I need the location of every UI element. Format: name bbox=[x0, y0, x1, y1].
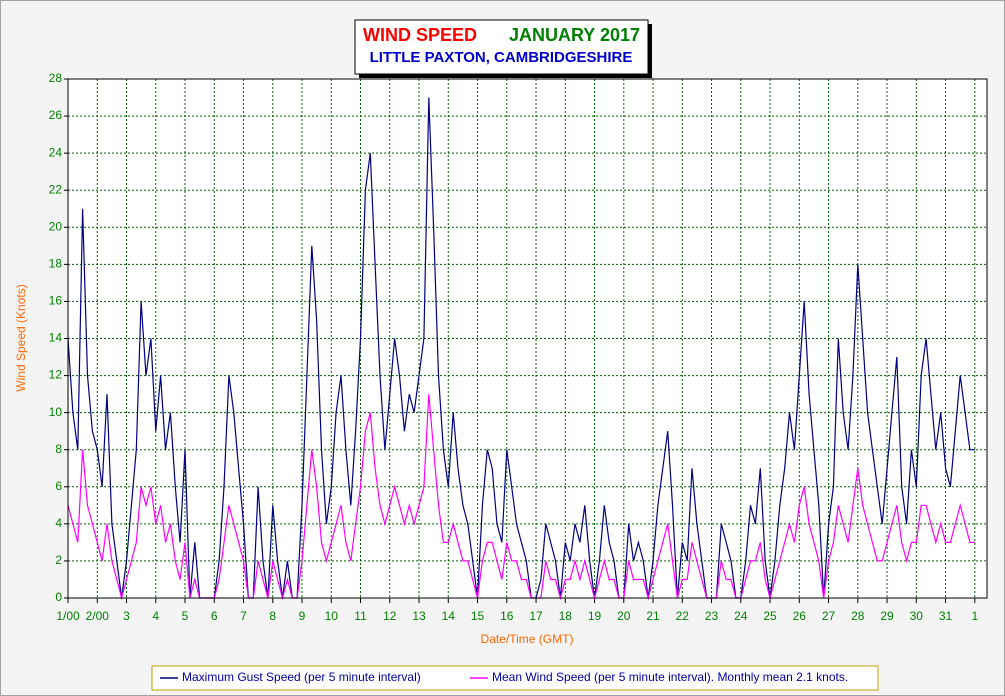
x-tick-label: 31 bbox=[939, 609, 953, 623]
x-tick-label: 1 bbox=[971, 609, 978, 623]
y-tick-label: 14 bbox=[49, 331, 63, 345]
chart-subtitle: LITTLE PAXTON, CAMBRIDGESHIRE bbox=[370, 49, 633, 66]
x-tick-label: 20 bbox=[617, 609, 631, 623]
x-tick-label: 30 bbox=[910, 609, 924, 623]
x-tick-label: 22 bbox=[676, 609, 690, 623]
x-tick-label: 13 bbox=[412, 609, 426, 623]
x-tick-label: 28 bbox=[851, 609, 865, 623]
x-tick-label: 27 bbox=[822, 609, 836, 623]
y-tick-label: 22 bbox=[49, 182, 63, 196]
chart-title-month: JANUARY 2017 bbox=[509, 25, 640, 45]
x-tick-label: 7 bbox=[240, 609, 247, 623]
x-tick-label: 11 bbox=[354, 609, 367, 623]
y-tick-label: 0 bbox=[55, 590, 62, 604]
x-axis-title: Date/Time (GMT) bbox=[481, 632, 574, 646]
y-tick-label: 26 bbox=[49, 108, 63, 122]
legend-label: Mean Wind Speed (per 5 minute interval).… bbox=[492, 670, 848, 684]
x-tick-label: 16 bbox=[500, 609, 514, 623]
x-tick-label: 8 bbox=[269, 609, 276, 623]
chart-title: WIND SPEED bbox=[363, 25, 477, 45]
y-tick-label: 8 bbox=[55, 442, 62, 456]
y-tick-label: 10 bbox=[49, 405, 63, 419]
y-tick-label: 16 bbox=[49, 294, 63, 308]
y-tick-label: 24 bbox=[49, 145, 63, 159]
x-tick-label: 19 bbox=[588, 609, 602, 623]
y-tick-label: 12 bbox=[49, 368, 63, 382]
y-tick-label: 18 bbox=[49, 257, 63, 271]
plot-border bbox=[67, 78, 988, 599]
x-tick-label: 15 bbox=[471, 609, 485, 623]
x-tick-label: 2/00 bbox=[86, 609, 110, 623]
x-tick-label: 14 bbox=[442, 609, 456, 623]
x-tick-label: 6 bbox=[211, 609, 218, 623]
x-tick-label: 26 bbox=[793, 609, 807, 623]
y-tick-label: 20 bbox=[49, 219, 63, 233]
x-tick-label: 24 bbox=[734, 609, 748, 623]
x-tick-label: 12 bbox=[383, 609, 397, 623]
legend-box bbox=[151, 665, 879, 691]
y-tick-label: 2 bbox=[55, 553, 62, 567]
x-tick-label: 3 bbox=[123, 609, 130, 623]
y-tick-label: 6 bbox=[55, 479, 62, 493]
y-axis-title: Wind Speed (Knots) bbox=[14, 284, 28, 391]
x-tick-label: 25 bbox=[763, 609, 777, 623]
x-tick-label: 17 bbox=[529, 609, 543, 623]
x-tick-label: 29 bbox=[880, 609, 894, 623]
x-tick-label: 10 bbox=[325, 609, 339, 623]
title-box bbox=[354, 19, 649, 75]
x-tick-label: 4 bbox=[152, 609, 159, 623]
x-tick-label: 5 bbox=[182, 609, 189, 623]
x-tick-label: 1/00 bbox=[56, 609, 80, 623]
y-tick-label: 4 bbox=[55, 516, 62, 530]
x-tick-label: 9 bbox=[299, 609, 306, 623]
x-tick-label: 21 bbox=[646, 609, 660, 623]
legend-label: Maximum Gust Speed (per 5 minute interva… bbox=[182, 670, 421, 684]
x-tick-label: 18 bbox=[559, 609, 573, 623]
x-tick-label: 23 bbox=[705, 609, 719, 623]
y-tick-label: 28 bbox=[49, 71, 63, 85]
